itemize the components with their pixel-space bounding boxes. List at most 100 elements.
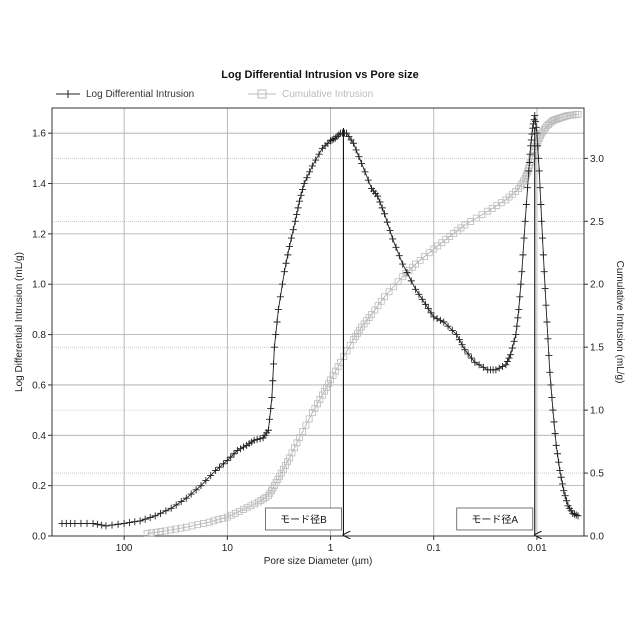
ldi-marker [496,365,503,372]
ldi-marker [509,345,516,352]
y-tick-label-left: 1.0 [32,280,46,291]
ldi-marker [286,243,293,250]
y-tick-label-left: 0.6 [32,380,46,391]
annotation-label: モード径B [280,513,327,526]
legend-plus-marker [64,90,72,98]
ldi-marker [553,442,560,449]
ldi-marker [299,186,306,193]
ldi-marker [386,227,393,234]
ldi-marker [270,360,277,367]
ldi-marker [98,522,105,529]
ldi-marker [121,520,128,527]
y-tick-label-right: 0.0 [590,532,604,543]
ldi-marker [537,201,544,208]
y-tick-label-left: 0.0 [32,532,46,543]
ldi-marker [267,405,274,412]
ldi-marker [502,361,509,368]
ldi-marker [281,268,288,275]
ldi-marker [272,331,279,338]
ldi-marker [558,474,565,481]
ldi-marker [284,251,291,258]
ldi-line [62,116,578,526]
ldi-marker [84,520,91,527]
series-cumulative [144,111,581,536]
annotation-label: モード径A [471,513,518,526]
y-tick-label-right: 3.0 [590,154,604,165]
series-log-differential [59,112,582,529]
ldi-marker [545,352,552,359]
ldi-marker [355,153,362,160]
y-tick-label-left: 0.4 [32,431,46,442]
axes: 1001010.10.010.00.20.40.60.81.01.21.41.6… [32,108,604,554]
ldi-marker [511,338,518,345]
ldi-marker [541,268,548,275]
ldi-marker [266,416,273,423]
ldi-marker [504,358,511,365]
ldi-marker [540,251,547,258]
x-tick-label: 0.01 [527,543,547,554]
ldi-marker [573,512,580,519]
ldi-marker [353,146,360,153]
ldi-marker [275,306,282,313]
ldi-marker [312,157,319,164]
ldi-marker [522,218,529,225]
ldi-marker [329,136,336,143]
ldi-marker [277,293,284,300]
ldi-marker [542,285,549,292]
ldi-marker [515,306,522,313]
ldi-marker [283,260,290,267]
ldi-marker [137,517,144,524]
y-tick-label-right: 1.0 [590,406,604,417]
ldi-marker [292,218,299,225]
ldi-marker [293,211,300,218]
ldi-marker [539,235,546,242]
ldi-marker [290,226,297,233]
y-axis-label-right: Cumulative Intrusion (mL/g) [614,261,625,384]
ldi-marker [559,480,566,487]
ldi-marker [94,521,101,528]
legend-label-ldi: Log Differential Intrusion [86,89,194,100]
ldi-marker [268,394,275,401]
ldi-marker [173,501,180,508]
ldi-marker [240,444,247,451]
ldi-marker [518,268,525,275]
ldi-marker [560,487,567,494]
ldi-marker [562,492,569,499]
ldi-marker [523,201,530,208]
ldi-marker [412,286,419,293]
y-tick-label-right: 2.0 [590,280,604,291]
ldi-marker [399,261,406,268]
ldi-marker [147,514,154,521]
x-axis-label: Pore size Diameter (µm) [264,556,373,567]
ldi-marker [178,498,185,505]
ldi-marker [126,519,133,526]
ldi-marker [384,219,391,226]
ldi-marker [288,235,295,242]
ldi-marker [551,418,558,425]
ldi-marker [295,204,302,211]
y-tick-label-left: 1.6 [32,129,46,140]
ldi-marker [499,363,506,370]
ldi-marker [365,177,372,184]
ldi-marker [517,281,524,288]
ldi-marker [77,520,84,527]
ldi-marker [361,168,368,175]
ldi-marker [358,160,365,167]
ldi-marker [271,344,278,351]
x-tick-label: 1 [328,543,334,554]
ldi-marker [279,281,286,288]
ldi-marker [544,335,551,342]
grid [52,108,584,536]
ldi-marker [521,235,528,242]
ldi-marker [257,435,264,442]
ldi-marker [512,331,519,338]
ldi-marker [396,252,403,259]
ldi-marker [269,377,276,384]
x-tick-label: 10 [222,543,234,554]
ldi-marker [109,522,116,529]
ldi-marker [415,291,422,298]
y-tick-label-left: 1.4 [32,179,46,190]
ldi-marker [437,317,444,324]
y-axis-label-left: Log Differential Intrusion (mL/g) [14,252,25,392]
